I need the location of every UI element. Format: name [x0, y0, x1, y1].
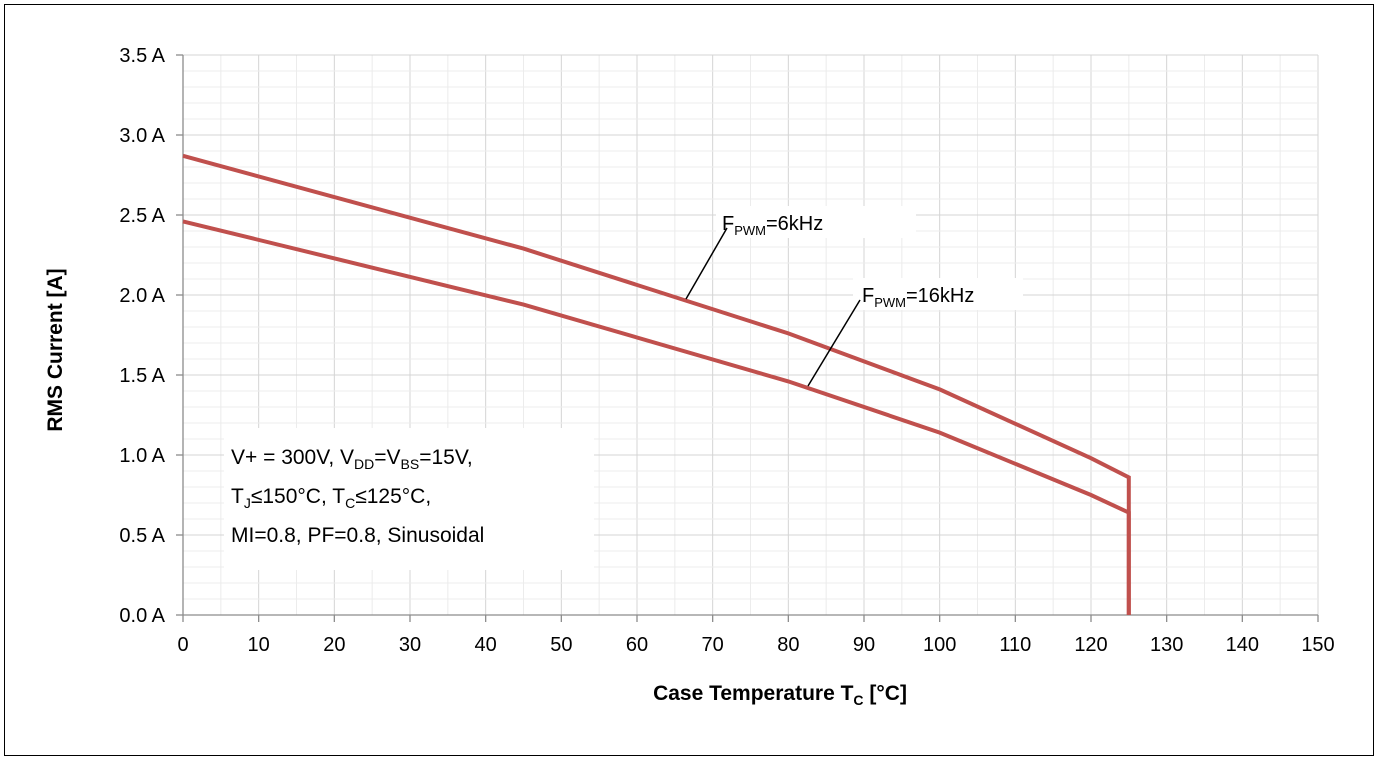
x-tick-label: 30 — [399, 634, 421, 656]
x-tick-label: 10 — [248, 634, 270, 656]
label-6khz-tail: =6kHz — [766, 213, 823, 235]
label-16khz-sub: PWM — [874, 295, 906, 310]
series-line-1 — [182, 219, 1131, 615]
leader-line-6khz — [685, 227, 728, 300]
x-tick-label: 50 — [550, 634, 572, 656]
conditions-line-1: V+ = 300V, VDD=VBS=15V, — [231, 446, 473, 472]
leader-line-16khz — [807, 299, 861, 387]
label-6khz-main: F — [722, 213, 734, 235]
x-tick-label: 60 — [626, 634, 648, 656]
x-tick-label: 70 — [702, 634, 724, 656]
series-line-0 — [182, 153, 1131, 615]
y-tick-label: 2.0 A — [119, 285, 165, 307]
x-tick-label: 120 — [1074, 634, 1107, 656]
svg-text:FPWM=6kHz: FPWM=6kHz — [722, 213, 823, 238]
x-tick-label: 110 — [999, 634, 1031, 656]
x-axis-title: Case Temperature TC [°C] — [653, 682, 907, 708]
y-tick-labels: 0.0 A 0.5 A 1.0 A 1.5 A 2.0 A 2.5 A 3.0 A 3.5 A — [119, 45, 165, 627]
x-tick-label: 150 — [1301, 634, 1334, 656]
y-tick-label: 3.5 A — [119, 45, 165, 67]
label-6khz-sub: PWM — [734, 223, 766, 238]
series-label-6khz: FPWM=6kHz — [685, 206, 916, 300]
x-tick-label: 80 — [777, 634, 799, 656]
conditions-box: V+ = 300V, VDD=VBS=15V, TJ≤150°C, TC≤125… — [224, 428, 594, 570]
y-tick-label: 1.5 A — [119, 365, 165, 387]
x-tick-label: 90 — [853, 634, 875, 656]
y-tick-label: 0.0 A — [119, 605, 165, 627]
x-tick-label: 40 — [475, 634, 497, 656]
chart-frame — [4, 4, 1374, 756]
x-tick-label: 0 — [177, 634, 188, 656]
y-tick-label: 0.5 A — [119, 525, 165, 547]
x-tick-labels: 0 10 20 30 40 50 60 70 80 90 100 110 120 130 140 150 — [177, 634, 1334, 656]
y-tick-label: 3.0 A — [119, 125, 165, 147]
series-lines — [182, 153, 1131, 615]
svg-text:FPWM=16kHz: FPWM=16kHz — [862, 285, 974, 310]
conditions-line-3: MI=0.8, PF=0.8, Sinusoidal — [231, 524, 484, 547]
y-axis-title: RMS Current [A] — [44, 268, 67, 431]
series-label-16khz: FPWM=16kHz — [807, 278, 1023, 387]
conditions-line-2: TJ≤150°C, TC≤125°C, — [231, 485, 431, 511]
label-16khz-main: F — [862, 285, 874, 307]
x-tick-label: 130 — [1150, 634, 1183, 656]
label-16khz-tail: =16kHz — [906, 285, 974, 307]
y-tick-label: 1.0 A — [119, 445, 165, 467]
x-tick-label: 100 — [923, 634, 956, 656]
x-tick-label: 20 — [323, 634, 345, 656]
y-tick-label: 2.5 A — [119, 205, 165, 227]
x-tick-label: 140 — [1226, 634, 1259, 656]
